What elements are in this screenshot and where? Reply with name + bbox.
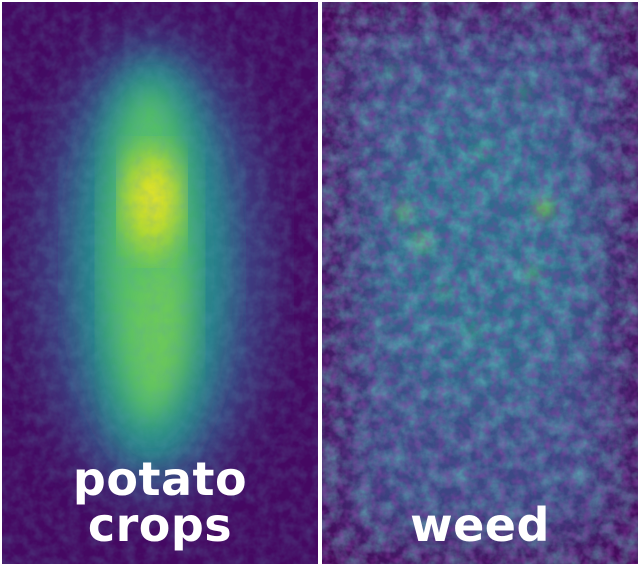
weed-label: weed (410, 498, 550, 552)
potato-heatmap-panel: potato crops (2, 2, 318, 564)
weed-heatmap-panel: weed (322, 2, 638, 564)
potato-heatmap-image (2, 2, 318, 564)
weed-heatmap-image (322, 2, 638, 564)
potato-crops-label: potato crops (72, 452, 248, 552)
